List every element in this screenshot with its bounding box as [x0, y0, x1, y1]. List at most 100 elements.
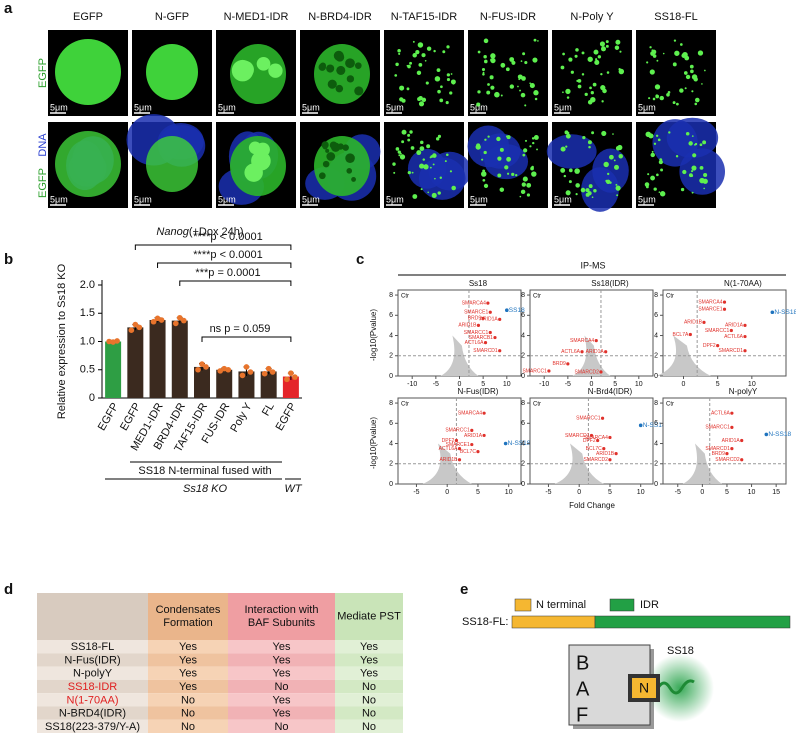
condensate [424, 59, 427, 62]
condensate [575, 193, 578, 196]
condensate [614, 164, 619, 170]
condensate [419, 140, 424, 145]
micrograph-content [644, 117, 726, 197]
condensate [593, 188, 597, 193]
panel-label: e [460, 581, 468, 598]
x-tick-label: 15 [772, 489, 780, 496]
condensate [419, 163, 425, 169]
header-text: Condensates [156, 604, 221, 616]
condensate [480, 171, 487, 177]
condensate [658, 160, 663, 165]
condensate [446, 45, 450, 49]
condensate [336, 67, 342, 74]
column-header: EGFP [73, 11, 103, 23]
y-tick-label: 0 [521, 373, 525, 380]
micrograph-content [546, 130, 629, 212]
panel-label: b [4, 251, 13, 268]
group-label: Ss18 KO [183, 483, 227, 495]
x-tick-label: 10 [637, 489, 645, 496]
condensate [426, 46, 432, 51]
protein-point [722, 307, 727, 311]
significance-bracket [134, 244, 292, 250]
scale-bar-label: 5μm [638, 102, 656, 112]
condensate [562, 52, 565, 56]
condensate [486, 90, 491, 95]
condensate [576, 79, 579, 82]
x-tick-label: -5 [545, 489, 551, 496]
y-tick-label: 2 [654, 461, 658, 468]
replicate-point [114, 338, 120, 344]
condensate [703, 172, 708, 178]
condensate [517, 85, 519, 88]
condensate [584, 92, 588, 96]
condensate [574, 54, 578, 58]
protein-label: SMARCD1 [473, 348, 498, 354]
header-text: Formation [163, 617, 213, 629]
condensate [440, 85, 443, 89]
panel-label: c [356, 251, 364, 268]
condensate [490, 53, 496, 59]
replicate-point [180, 317, 187, 324]
x-tick-label: 0 [682, 381, 686, 388]
protein-point [730, 446, 734, 451]
condensate [682, 51, 688, 58]
protein-point [730, 425, 734, 429]
header-text: Mediate PST [337, 610, 401, 622]
condensate [613, 159, 616, 162]
scale-bar-label: 5μm [470, 194, 488, 204]
y-tick-label: 1.0 [80, 335, 95, 347]
replicate-point [284, 376, 290, 383]
condensate [691, 174, 694, 177]
micrograph-content [230, 44, 286, 104]
condensate [703, 187, 705, 190]
replicate-point [203, 364, 209, 370]
protein-label: SMARCD1 [565, 433, 590, 439]
protein-point [454, 438, 459, 443]
protein-point [740, 438, 744, 443]
condensate [434, 76, 441, 82]
replicate-point [225, 366, 232, 373]
y-tick-label: 0 [89, 392, 95, 404]
table-cell [335, 693, 403, 707]
table-cell [335, 653, 403, 667]
protein-point [716, 344, 720, 348]
protein-label: ARID1A [480, 317, 499, 323]
x-axis-label: Fold Change [569, 501, 615, 510]
condensate [679, 88, 684, 93]
cell [146, 44, 198, 100]
cell-text: Yes [179, 668, 197, 680]
condensate [325, 148, 330, 153]
condensate [526, 193, 531, 197]
table-cell [37, 679, 148, 694]
condensate [689, 64, 694, 69]
nucleus [592, 148, 629, 193]
x-tick-label: 5 [725, 489, 729, 496]
condensate [587, 140, 592, 145]
condensate [685, 132, 690, 136]
condensate [691, 165, 697, 171]
table-cell [148, 640, 228, 654]
condensate [600, 85, 606, 91]
x-tick-label: 5 [608, 489, 612, 496]
condensate [581, 73, 585, 76]
protein-label: SMARCE1 [446, 442, 470, 448]
legend-swatch [609, 598, 635, 612]
protein-point [498, 349, 502, 353]
table-cell [37, 640, 148, 654]
replicate-point [132, 321, 139, 328]
protein-label: ACTL6A [465, 340, 485, 346]
bar [260, 371, 277, 398]
protein-point [547, 369, 551, 373]
x-tick-label: 10 [635, 381, 643, 388]
table-cell [228, 653, 335, 667]
cell-text: Yes [360, 641, 378, 653]
condensate [605, 179, 608, 183]
replicate-point [150, 318, 157, 325]
condensate [415, 50, 420, 55]
condensate [418, 63, 423, 67]
y-tick-label: 4 [654, 332, 658, 339]
cell-text: No [362, 708, 376, 720]
cell-text: No [181, 721, 195, 733]
bait-label: N-SS18 [508, 440, 531, 447]
condensate [427, 191, 430, 194]
